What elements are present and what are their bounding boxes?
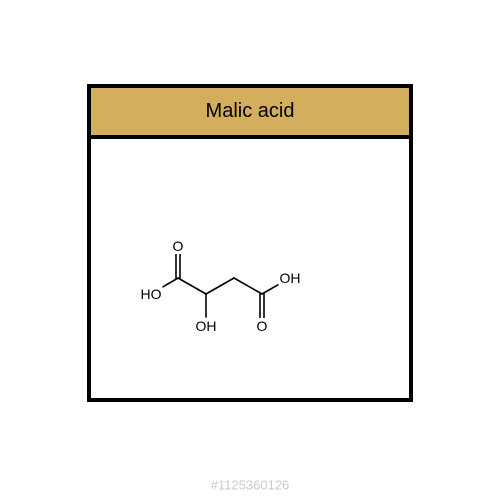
atom-label-o4a: O [256, 318, 269, 334]
atom-label-o1a: O [172, 238, 185, 254]
atom-label-o1b: HO [140, 286, 163, 302]
atom-label-o4b: OH [279, 270, 302, 286]
card-title: Malic acid [206, 100, 295, 123]
atom-label-o2: OH [195, 318, 218, 334]
watermark-id: #1125360126 [211, 478, 290, 493]
stage: Malic acid OHOOHOOH #1125360126 [0, 0, 500, 500]
card-header: Malic acid [87, 84, 413, 139]
